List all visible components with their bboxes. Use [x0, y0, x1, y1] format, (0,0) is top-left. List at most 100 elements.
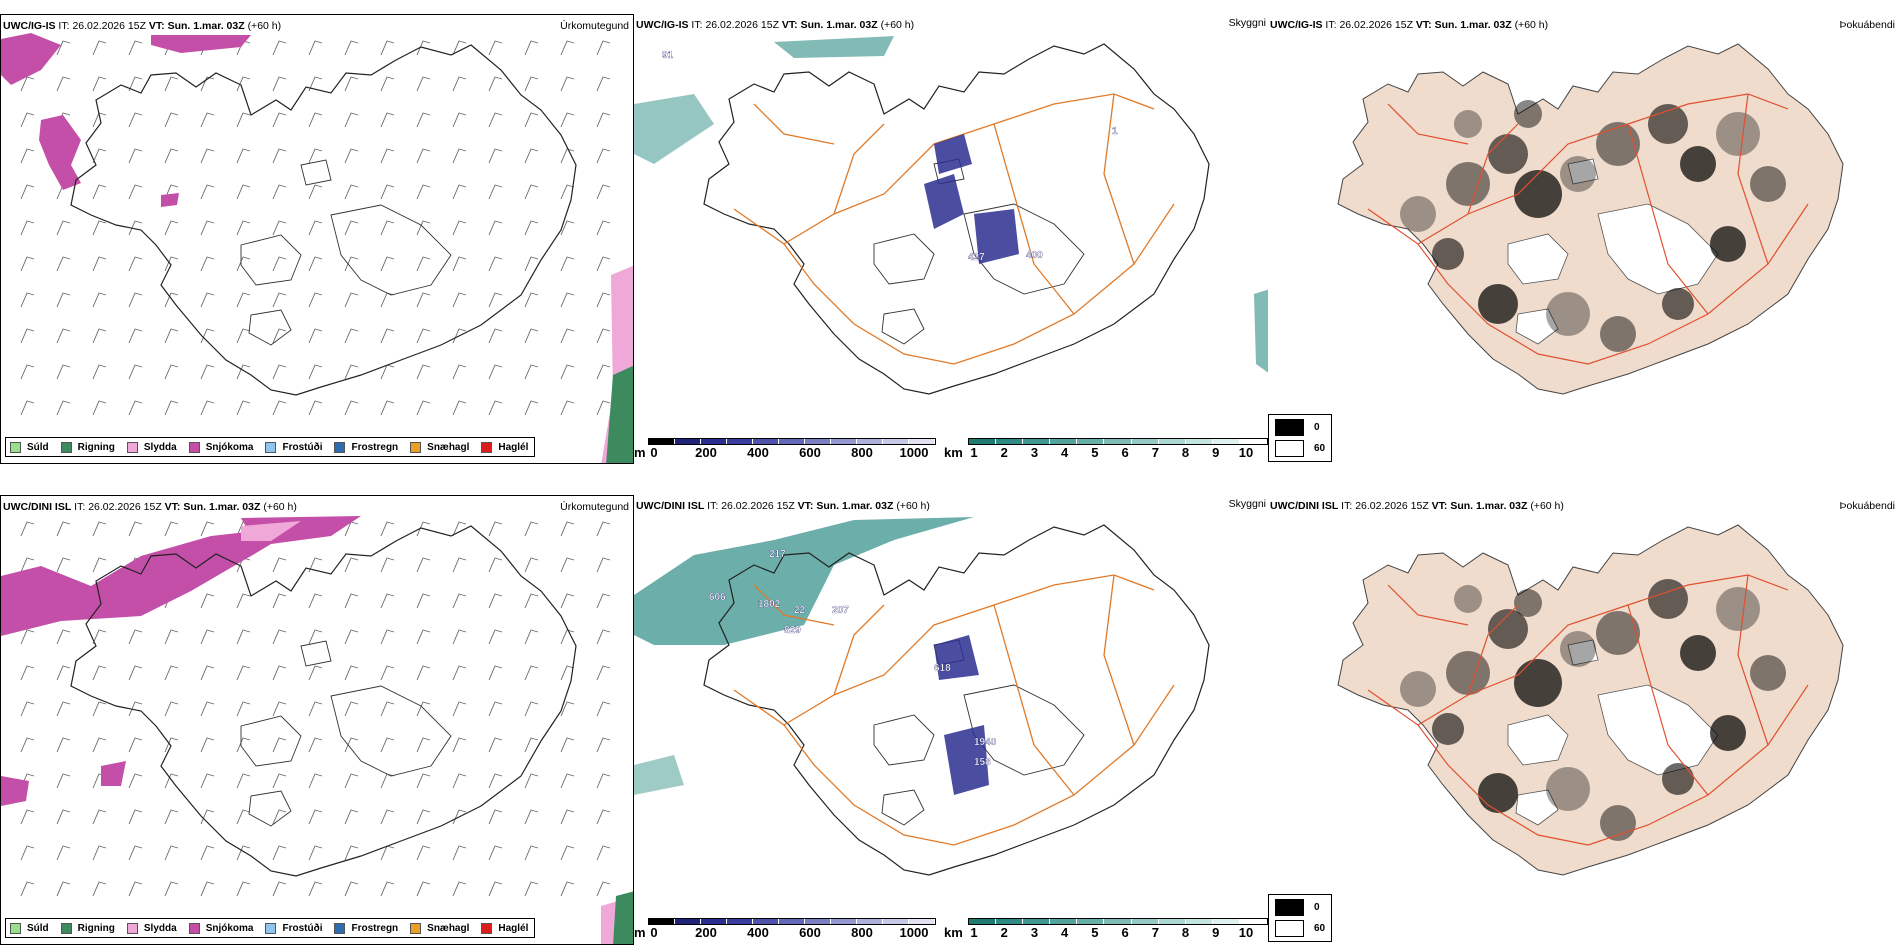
wind-barb	[452, 773, 467, 789]
wind-barb	[272, 773, 287, 789]
wind-barb	[488, 557, 503, 573]
wind-barb	[344, 701, 359, 717]
cloud-base-label: 207	[832, 605, 849, 616]
scale-segment	[701, 919, 727, 924]
fog-title: Þokuábendi	[1839, 19, 1895, 31]
wind-barb	[92, 328, 107, 344]
wind-barb	[92, 845, 107, 861]
wind-barb	[596, 364, 611, 380]
scale-unit: m	[634, 445, 646, 460]
wind-barb	[524, 557, 539, 573]
wind-barb	[164, 256, 179, 272]
scale-segment	[805, 439, 831, 444]
low-visibility-area	[634, 755, 684, 795]
coastline	[703, 43, 1210, 395]
scale-segment	[909, 439, 935, 444]
cloud-base-labels: 91 427 400 1	[662, 50, 1118, 263]
wind-barb	[128, 845, 143, 861]
wind-barb	[236, 881, 251, 897]
wind-barb	[416, 292, 431, 308]
wind-barb	[488, 148, 503, 164]
glacier-area	[1515, 308, 1559, 345]
wind-barb	[488, 256, 503, 272]
wind-barb	[92, 665, 107, 681]
fog-patches	[1400, 579, 1786, 841]
wind-barb	[380, 701, 395, 717]
wind-barb	[524, 400, 539, 416]
wind-barb	[524, 845, 539, 861]
fog-patch	[1514, 659, 1562, 707]
wind-barb	[344, 148, 359, 164]
wind-barb	[56, 737, 71, 753]
wind-barb	[308, 737, 323, 753]
legend-label: Rigning	[77, 441, 115, 453]
wind-barb	[380, 40, 395, 56]
glacier-outline	[300, 159, 332, 186]
legend-swatch	[410, 922, 422, 934]
cloud-base-label: 217	[769, 549, 786, 560]
wind-barb	[20, 845, 35, 861]
wind-barb	[272, 701, 287, 717]
wind-barb	[164, 184, 179, 200]
wind-barb	[560, 557, 575, 573]
fog-legend-label: 60	[1314, 443, 1326, 454]
wind-barb	[236, 184, 251, 200]
wind-barb	[200, 521, 215, 537]
scale-tick-label: 800	[851, 925, 873, 940]
road	[1417, 574, 1789, 726]
fog-patch	[1514, 100, 1542, 128]
wind-barb	[128, 256, 143, 272]
wind-barb	[128, 184, 143, 200]
wind-barb	[56, 557, 71, 573]
wind-barb	[524, 148, 539, 164]
road	[1467, 604, 1519, 696]
wind-barb	[524, 292, 539, 308]
scale-tick-label: 7	[1151, 445, 1159, 460]
wind-barb	[488, 184, 503, 200]
wind-barb	[272, 112, 287, 128]
legend-label: Snjókoma	[205, 922, 254, 934]
legend-item: Frostúði	[265, 441, 322, 453]
wind-barb	[56, 773, 71, 789]
fog-legend-label: 0	[1314, 422, 1320, 433]
wind-barb	[164, 881, 179, 897]
wind-barb	[452, 292, 467, 308]
wind-barb	[56, 40, 71, 56]
glacier-area	[1597, 203, 1719, 295]
wind-barb	[92, 76, 107, 92]
fog-patch	[1596, 122, 1640, 166]
wind-barb	[416, 701, 431, 717]
wind-barb	[452, 629, 467, 645]
wind-barb	[488, 845, 503, 861]
wind-barb	[272, 629, 287, 645]
wind-barb	[560, 292, 575, 308]
cloud-base-label: 427	[968, 252, 985, 263]
wind-barb	[308, 40, 323, 56]
wind-barb	[488, 737, 503, 753]
scale-segment	[727, 919, 753, 924]
wind-barb	[164, 773, 179, 789]
wind-barb	[308, 364, 323, 380]
wind-barb	[200, 220, 215, 236]
scale-tick-label: 3	[1030, 445, 1039, 460]
wind-barb	[308, 328, 323, 344]
wind-barb	[596, 845, 611, 861]
road	[833, 604, 885, 696]
scale-segment	[996, 439, 1024, 444]
cloud-base-scale: m 0 200 400 600 800 1000	[634, 438, 936, 461]
scale-tick-label: 10	[1238, 445, 1254, 460]
wind-barb	[20, 737, 35, 753]
rain-area	[613, 891, 633, 944]
scale-segment	[779, 439, 805, 444]
legend-swatch	[188, 922, 200, 934]
wind-barb	[272, 292, 287, 308]
snow-area	[39, 115, 81, 190]
low-cloud-area	[924, 134, 1019, 264]
wind-barb	[92, 184, 107, 200]
legend-swatch	[481, 441, 493, 453]
fog-patch	[1432, 238, 1464, 270]
legend-swatch	[334, 922, 346, 934]
wind-barb	[92, 629, 107, 645]
wind-barb	[308, 292, 323, 308]
scale-segment	[1077, 439, 1105, 444]
